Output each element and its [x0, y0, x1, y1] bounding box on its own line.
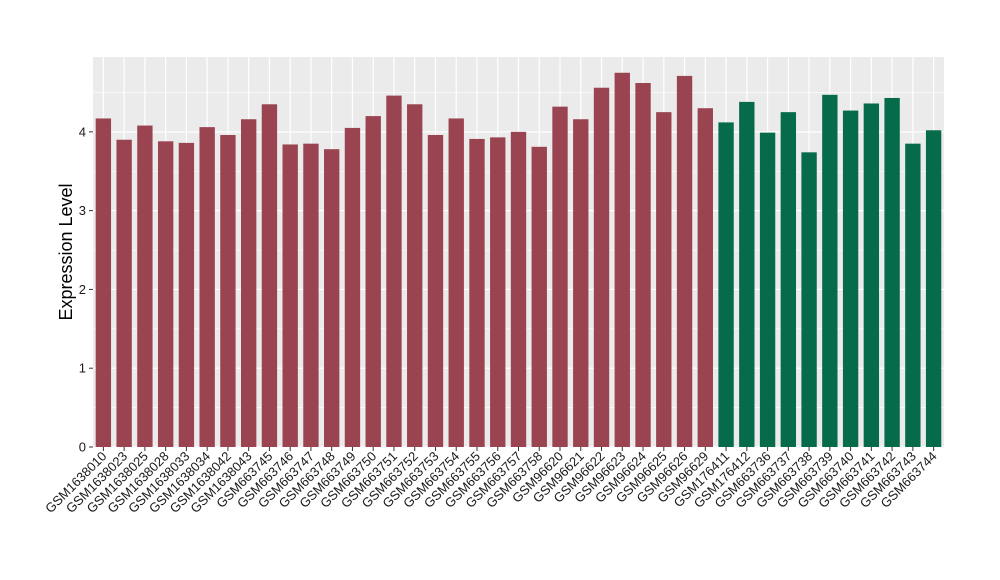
bar-gsm663758: [531, 146, 547, 447]
y-tick-label: 0: [79, 440, 86, 455]
bar-gsm1638010: [95, 118, 112, 448]
bar-gsm663755: [469, 138, 485, 447]
bar-gsm663754: [448, 118, 464, 448]
bar-gsm96629: [697, 108, 713, 447]
bar-gsm1638033: [178, 142, 195, 447]
bar-gsm663756: [490, 137, 506, 447]
y-tick-label: 3: [79, 203, 86, 218]
y-axis-title: Expression Level: [56, 183, 76, 320]
bar-gsm663737: [780, 112, 797, 447]
bar-gsm663740: [842, 110, 859, 448]
bar-gsm176411: [718, 122, 734, 448]
bar-gsm1638023: [116, 139, 132, 447]
y-tick-label: 4: [79, 124, 86, 139]
bar-gsm663749: [344, 127, 361, 447]
bar-gsm663753: [427, 135, 444, 447]
bar-gsm1638028: [157, 141, 174, 447]
bar-gsm663743: [905, 143, 921, 447]
bar-gsm663741: [863, 103, 880, 447]
bar-gsm663748: [324, 149, 340, 447]
bar-gsm96623: [614, 72, 630, 448]
bar-gsm663745: [261, 104, 278, 447]
bar-gsm663738: [801, 152, 817, 448]
y-axis: 0 1 2 3 4: [79, 124, 93, 455]
bar-gsm663757: [510, 131, 527, 447]
bar-gsm663744: [925, 130, 942, 448]
bar-gsm663752: [407, 104, 423, 447]
bar-gsm663747: [303, 143, 319, 447]
y-tick-label: 1: [79, 361, 86, 376]
bar-gsm663751: [386, 95, 402, 447]
bars: [95, 72, 942, 448]
bar-gsm663750: [365, 116, 381, 447]
bar-gsm663742: [884, 97, 900, 447]
bar-gsm663736: [759, 132, 776, 448]
bar-gsm96624: [635, 83, 651, 447]
bar-gsm176412: [739, 101, 755, 447]
bar-gsm1638043: [240, 119, 257, 447]
bar-gsm96621: [573, 119, 589, 447]
bar-gsm96626: [676, 75, 693, 447]
bar-gsm1638042: [220, 135, 236, 447]
bar-gsm663746: [282, 144, 298, 448]
bar-gsm96620: [552, 106, 568, 448]
x-axis: GSM1638010GSM1638023GSM1638025GSM1638028…: [42, 447, 940, 516]
y-tick-label: 2: [79, 282, 86, 297]
bar-gsm96622: [593, 87, 610, 448]
bar-gsm663739: [822, 94, 838, 448]
bar-gsm1638025: [137, 125, 153, 447]
bar-gsm96625: [656, 112, 672, 447]
bar-gsm1638034: [199, 127, 215, 447]
